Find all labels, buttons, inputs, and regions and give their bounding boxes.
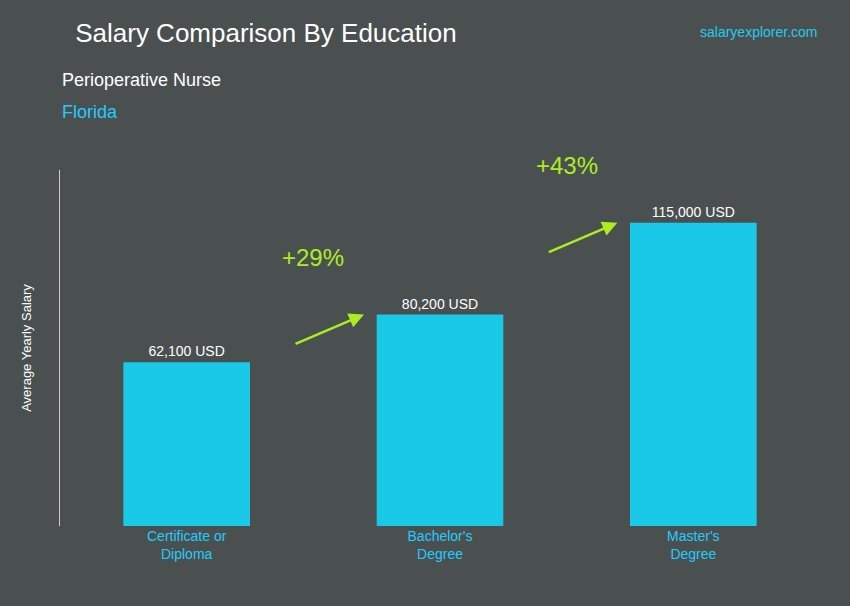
svg-text:Salary Comparison By Education: Salary Comparison By Education: [75, 18, 457, 48]
svg-text:62,100 USD: 62,100 USD: [149, 343, 225, 359]
svg-text:115,000 USD: 115,000 USD: [652, 204, 735, 220]
svg-text:+43%: +43%: [536, 152, 598, 179]
svg-text:Average Yearly Salary: Average Yearly Salary: [19, 284, 34, 412]
svg-text:Master'sDegree: Master'sDegree: [667, 528, 719, 562]
svg-text:Bachelor'sDegree: Bachelor'sDegree: [408, 528, 473, 562]
svg-text:Perioperative Nurse: Perioperative Nurse: [62, 70, 221, 90]
svg-text:80,200 USD: 80,200 USD: [402, 296, 478, 312]
svg-text:Florida: Florida: [62, 102, 118, 122]
svg-text:salaryexplorer.com: salaryexplorer.com: [700, 24, 818, 40]
svg-text:Certificate orDiploma: Certificate orDiploma: [147, 528, 227, 562]
svg-text:+29%: +29%: [282, 244, 344, 271]
